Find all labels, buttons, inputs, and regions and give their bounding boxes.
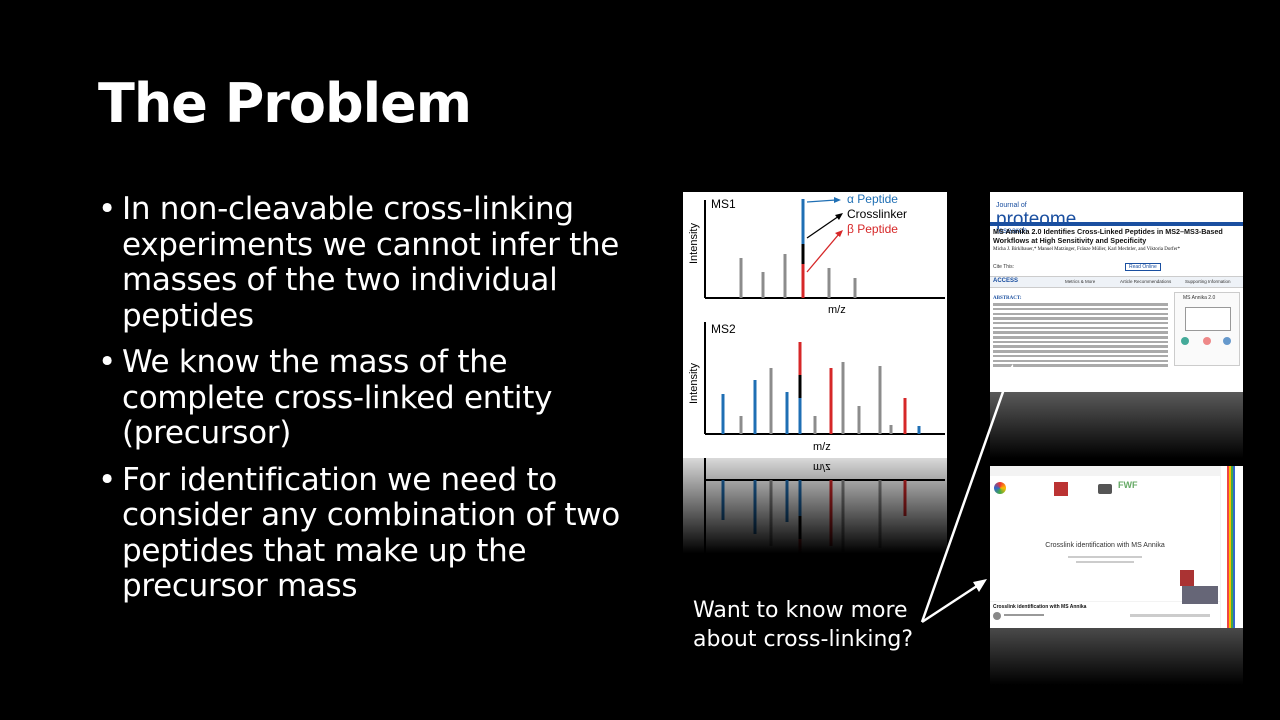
ms2-xlabel: m/z <box>813 441 831 453</box>
legend-crosslinker: Crosslinker <box>847 207 907 221</box>
legend-arrow-crosslinker <box>806 215 840 239</box>
bullet-list: • In non-cleavable cross-linking experime… <box>98 191 638 616</box>
abstract-line <box>993 340 1168 344</box>
caption: Want to know more about cross-linking? <box>693 596 913 654</box>
abstract-line <box>993 312 1168 316</box>
toc-figure-dot <box>1181 337 1189 345</box>
logo-icon <box>1054 482 1068 496</box>
video-slide-title: Crosslink identification with MS Annika <box>1045 542 1165 549</box>
abstract-label: ABSTRACT: <box>993 296 1022 301</box>
legend-beta: β Peptide <box>847 222 898 236</box>
bullet-text: In non-cleavable cross-linking experimen… <box>122 191 620 334</box>
bullet-dot: • <box>98 191 116 227</box>
arrow-to-video <box>921 582 981 624</box>
journal-sub: research <box>996 226 1028 235</box>
bullet-dot: • <box>98 461 116 498</box>
video-reflection <box>990 628 1243 688</box>
cite-this: Cite This: <box>993 264 1015 270</box>
access-bar: ACCESS Metrics & More Article Recommenda… <box>990 276 1243 288</box>
abstract-line <box>993 345 1168 348</box>
reflection-fade <box>683 458 947 558</box>
ms2-label: MS2 <box>711 322 736 336</box>
abstract-line <box>993 350 1168 353</box>
bullet-dot: • <box>98 344 116 380</box>
legend-arrow-beta <box>806 233 840 273</box>
toc-figure-label: MS Annika 2.0 <box>1183 295 1216 301</box>
paper-title: MS Annika 2.0 Identifies Cross-Linked Pe… <box>993 227 1223 245</box>
slide-title: The Problem <box>98 72 472 135</box>
abstract-line <box>993 354 1168 358</box>
abstract-line <box>993 303 1168 306</box>
bullet-item: • In non-cleavable cross-linking experime… <box>98 191 638 334</box>
bullet-item: • We know the mass of the complete cross-… <box>98 344 638 452</box>
bullet-text: We know the mass of the complete cross-l… <box>122 344 553 451</box>
abstract-line <box>993 326 1168 330</box>
paper-reflection <box>990 392 1243 462</box>
toc-figure-dot <box>1203 337 1211 345</box>
abstract-line <box>993 317 1168 320</box>
text-line <box>1076 561 1134 563</box>
abstract-line <box>993 336 1168 339</box>
logo-icon <box>994 482 1006 494</box>
ms1-label: MS1 <box>711 197 736 211</box>
ms2-ylabel: Intensity <box>688 363 700 404</box>
bullet-text: For identification we need to consider a… <box>122 461 620 604</box>
text-line <box>1068 556 1142 558</box>
bullet-item: • For identification we need to consider … <box>98 461 638 605</box>
paper-abstract: ABSTRACT: <box>993 296 1168 369</box>
abstract-line <box>993 322 1168 325</box>
toc-figure-dot <box>1223 337 1231 345</box>
avatar <box>993 612 1001 620</box>
text-line <box>1004 614 1044 616</box>
paper-screenshot: Journal of proteome research MS Annika 2… <box>990 192 1243 392</box>
logo-icon <box>1098 484 1112 494</box>
metrics-label: Metrics & More <box>1065 279 1096 284</box>
logo-icon <box>1180 570 1194 586</box>
legend-arrowhead-crosslinker <box>835 213 843 220</box>
legend-arrowhead-alpha <box>834 197 841 203</box>
abstract-line <box>993 331 1168 334</box>
legend-arrow-alpha <box>806 199 837 203</box>
ms-figure-reflection: m/z <box>683 458 947 558</box>
video-slide: FWF Crosslink identification with MS Ann… <box>990 476 1220 601</box>
abstract-line <box>993 364 1168 367</box>
toc-figure-box <box>1185 307 1231 331</box>
text-line <box>1130 614 1210 617</box>
recs-label: Article Recommendations <box>1120 279 1172 284</box>
arrow-head-video <box>973 579 987 592</box>
ms-spectra-svg: MS1 Intensity m/z α Peptide Crosslinker … <box>688 192 945 453</box>
read-online: Read Online <box>1125 263 1161 271</box>
journal-header-bar <box>990 222 1243 226</box>
ms1-xlabel: m/z <box>828 304 846 316</box>
video-title: Crosslink identification with MS Annika <box>993 604 1087 610</box>
webcam-thumbnail <box>1182 586 1218 604</box>
logo-fwf: FWF <box>1118 480 1138 490</box>
legend-alpha: α Peptide <box>847 192 898 206</box>
ms1-ylabel: Intensity <box>688 223 700 264</box>
abstract-line <box>993 359 1168 362</box>
video-sidebar <box>1221 466 1243 628</box>
caption-line-1: Want to know more <box>693 598 908 623</box>
caption-line-2: about cross-linking? <box>693 627 914 652</box>
ms-spectra-figure: MS1 Intensity m/z α Peptide Crosslinker … <box>683 192 947 458</box>
video-info: Crosslink identification with MS Annika <box>990 602 1220 628</box>
paper-toc-figure: MS Annika 2.0 <box>1174 292 1240 366</box>
legend-arrowhead-beta <box>835 230 843 237</box>
journal-small: Journal of <box>996 202 1027 209</box>
access-label: ACCESS <box>993 278 1019 284</box>
abstract-line <box>993 307 1168 311</box>
video-screenshot: FWF Crosslink identification with MS Ann… <box>990 466 1243 628</box>
support-label: Supporting Information <box>1185 279 1231 284</box>
paper-authors: Micha J. Birklbauer,* Manuel Matzinger, … <box>993 247 1181 252</box>
